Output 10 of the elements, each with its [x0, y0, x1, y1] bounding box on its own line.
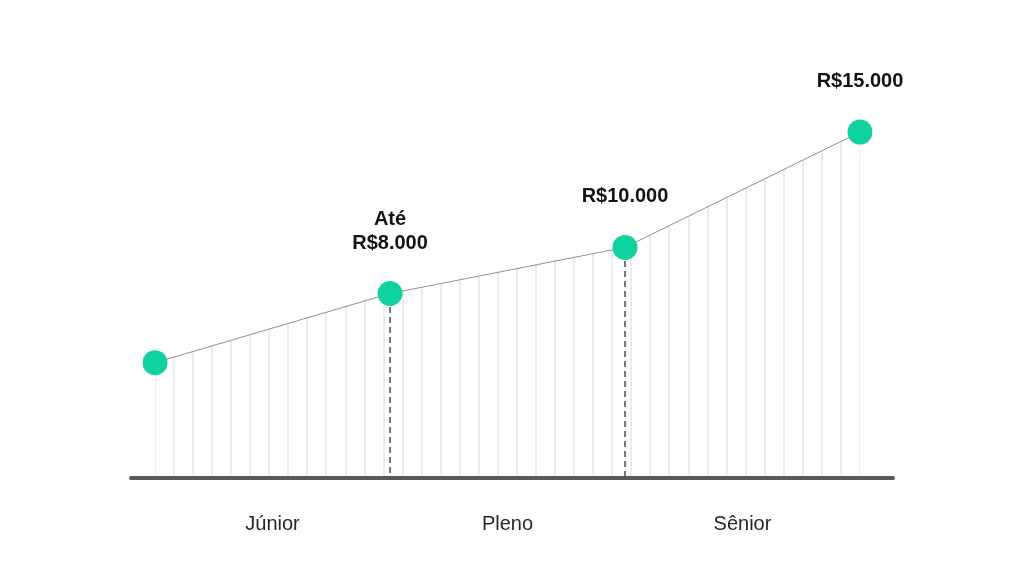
data-label: R$15.000 — [816, 69, 904, 92]
text: Júnior — [245, 512, 301, 534]
text: Pleno — [481, 512, 534, 534]
point — [847, 119, 873, 145]
point — [377, 281, 403, 306]
point — [612, 234, 638, 260]
text: Sênior — [713, 512, 772, 534]
point — [142, 350, 168, 376]
data-label: R$10.000 — [581, 184, 669, 207]
data-label: Até R$8.000 — [352, 206, 428, 253]
